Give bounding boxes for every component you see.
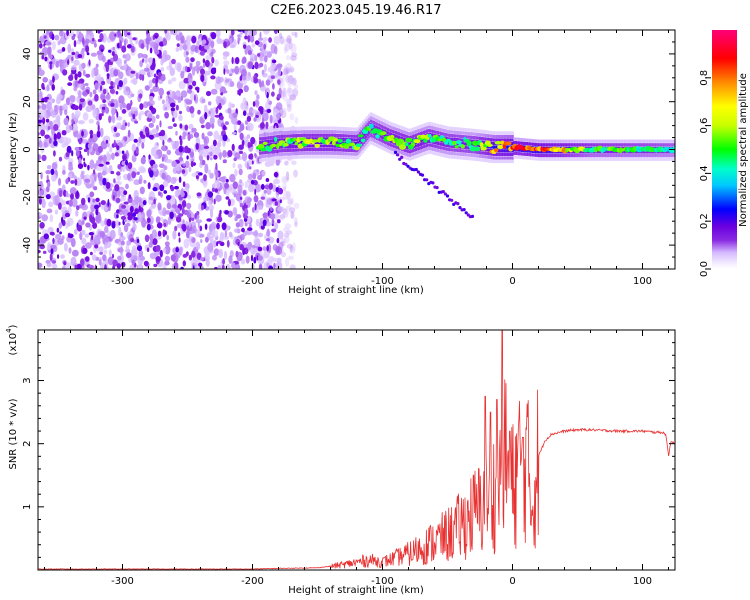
snr-multiplier-base: (x10 [8,333,19,356]
snr-x-tick-label: 100 [633,576,652,587]
colorbar-tick-label: 0.4 [699,165,710,181]
spectrogram-y-tick-label: 0 [22,146,33,152]
snr-x-tick-label: 0 [509,576,515,587]
snr-x-tick-label: -300 [111,576,134,587]
colorbar-tick-label: 0.0 [699,261,710,277]
snr-panel: -300 -200 -100 0 100 1 2 3 Height of straight l… [5,324,676,596]
snr-x-axis-label: Height of straight line (km) [288,585,424,596]
snr-y-tick-label: 1 [22,504,33,510]
signal-trace [255,112,675,219]
snr-y-tick-label: 2 [22,440,33,446]
snr-frame [37,329,676,571]
spectrogram-x-axis-label: Height of straight line (km) [288,285,424,296]
colorbar-tick-label: 0.6 [699,118,710,134]
svg-text:(x104): (x104) [5,324,19,355]
snr-line [38,329,675,570]
colorbar: 0.0 0.2 0.4 0.6 0.8 Normalized spectral ampl… [699,30,749,277]
snr-multiplier: (x104) [5,324,19,355]
figure-title: C2E6.2023.045.19.46.R17 [270,3,441,18]
spectrogram-x-tick-label: 0 [509,276,515,287]
spectrogram-x-tick-label: -100 [371,276,394,287]
spectrogram-y-tick-label: 40 [22,48,33,61]
spectrogram-x-tick-label: 100 [633,276,652,287]
noise-region [38,30,300,269]
snr-multiplier-exponent: 4 [5,328,13,333]
spectrogram-y-tick-label: 20 [22,95,33,108]
snr-x-tick-label: -200 [241,576,264,587]
spectrogram-image [38,30,675,269]
colorbar-ticks: 0.0 0.2 0.4 0.6 0.8 [699,70,711,277]
colorbar-tick-label: 0.2 [699,213,710,229]
colorbar-gradient [712,30,737,269]
spectrogram-x-tick-label: -200 [241,276,264,287]
spectrogram-y-tick-label: -20 [22,189,33,205]
spectrogram-y-axis-label: Frequency (Hz) [8,112,19,188]
colorbar-label: Normalized spectral amplitude [738,73,749,227]
snr-ticks: -300 -200 -100 0 100 1 2 3 [22,330,675,587]
colorbar-tick-label: 0.8 [699,70,710,86]
snr-series-line [38,329,675,570]
snr-y-axis-label: SNR (10 * v/v) [8,398,19,469]
snr-y-tick-label: 3 [22,377,33,383]
spectrogram-x-tick-label: -300 [111,276,134,287]
snr-x-tick-label: -100 [371,576,394,587]
spectrogram-y-tick-label: -40 [22,237,33,253]
